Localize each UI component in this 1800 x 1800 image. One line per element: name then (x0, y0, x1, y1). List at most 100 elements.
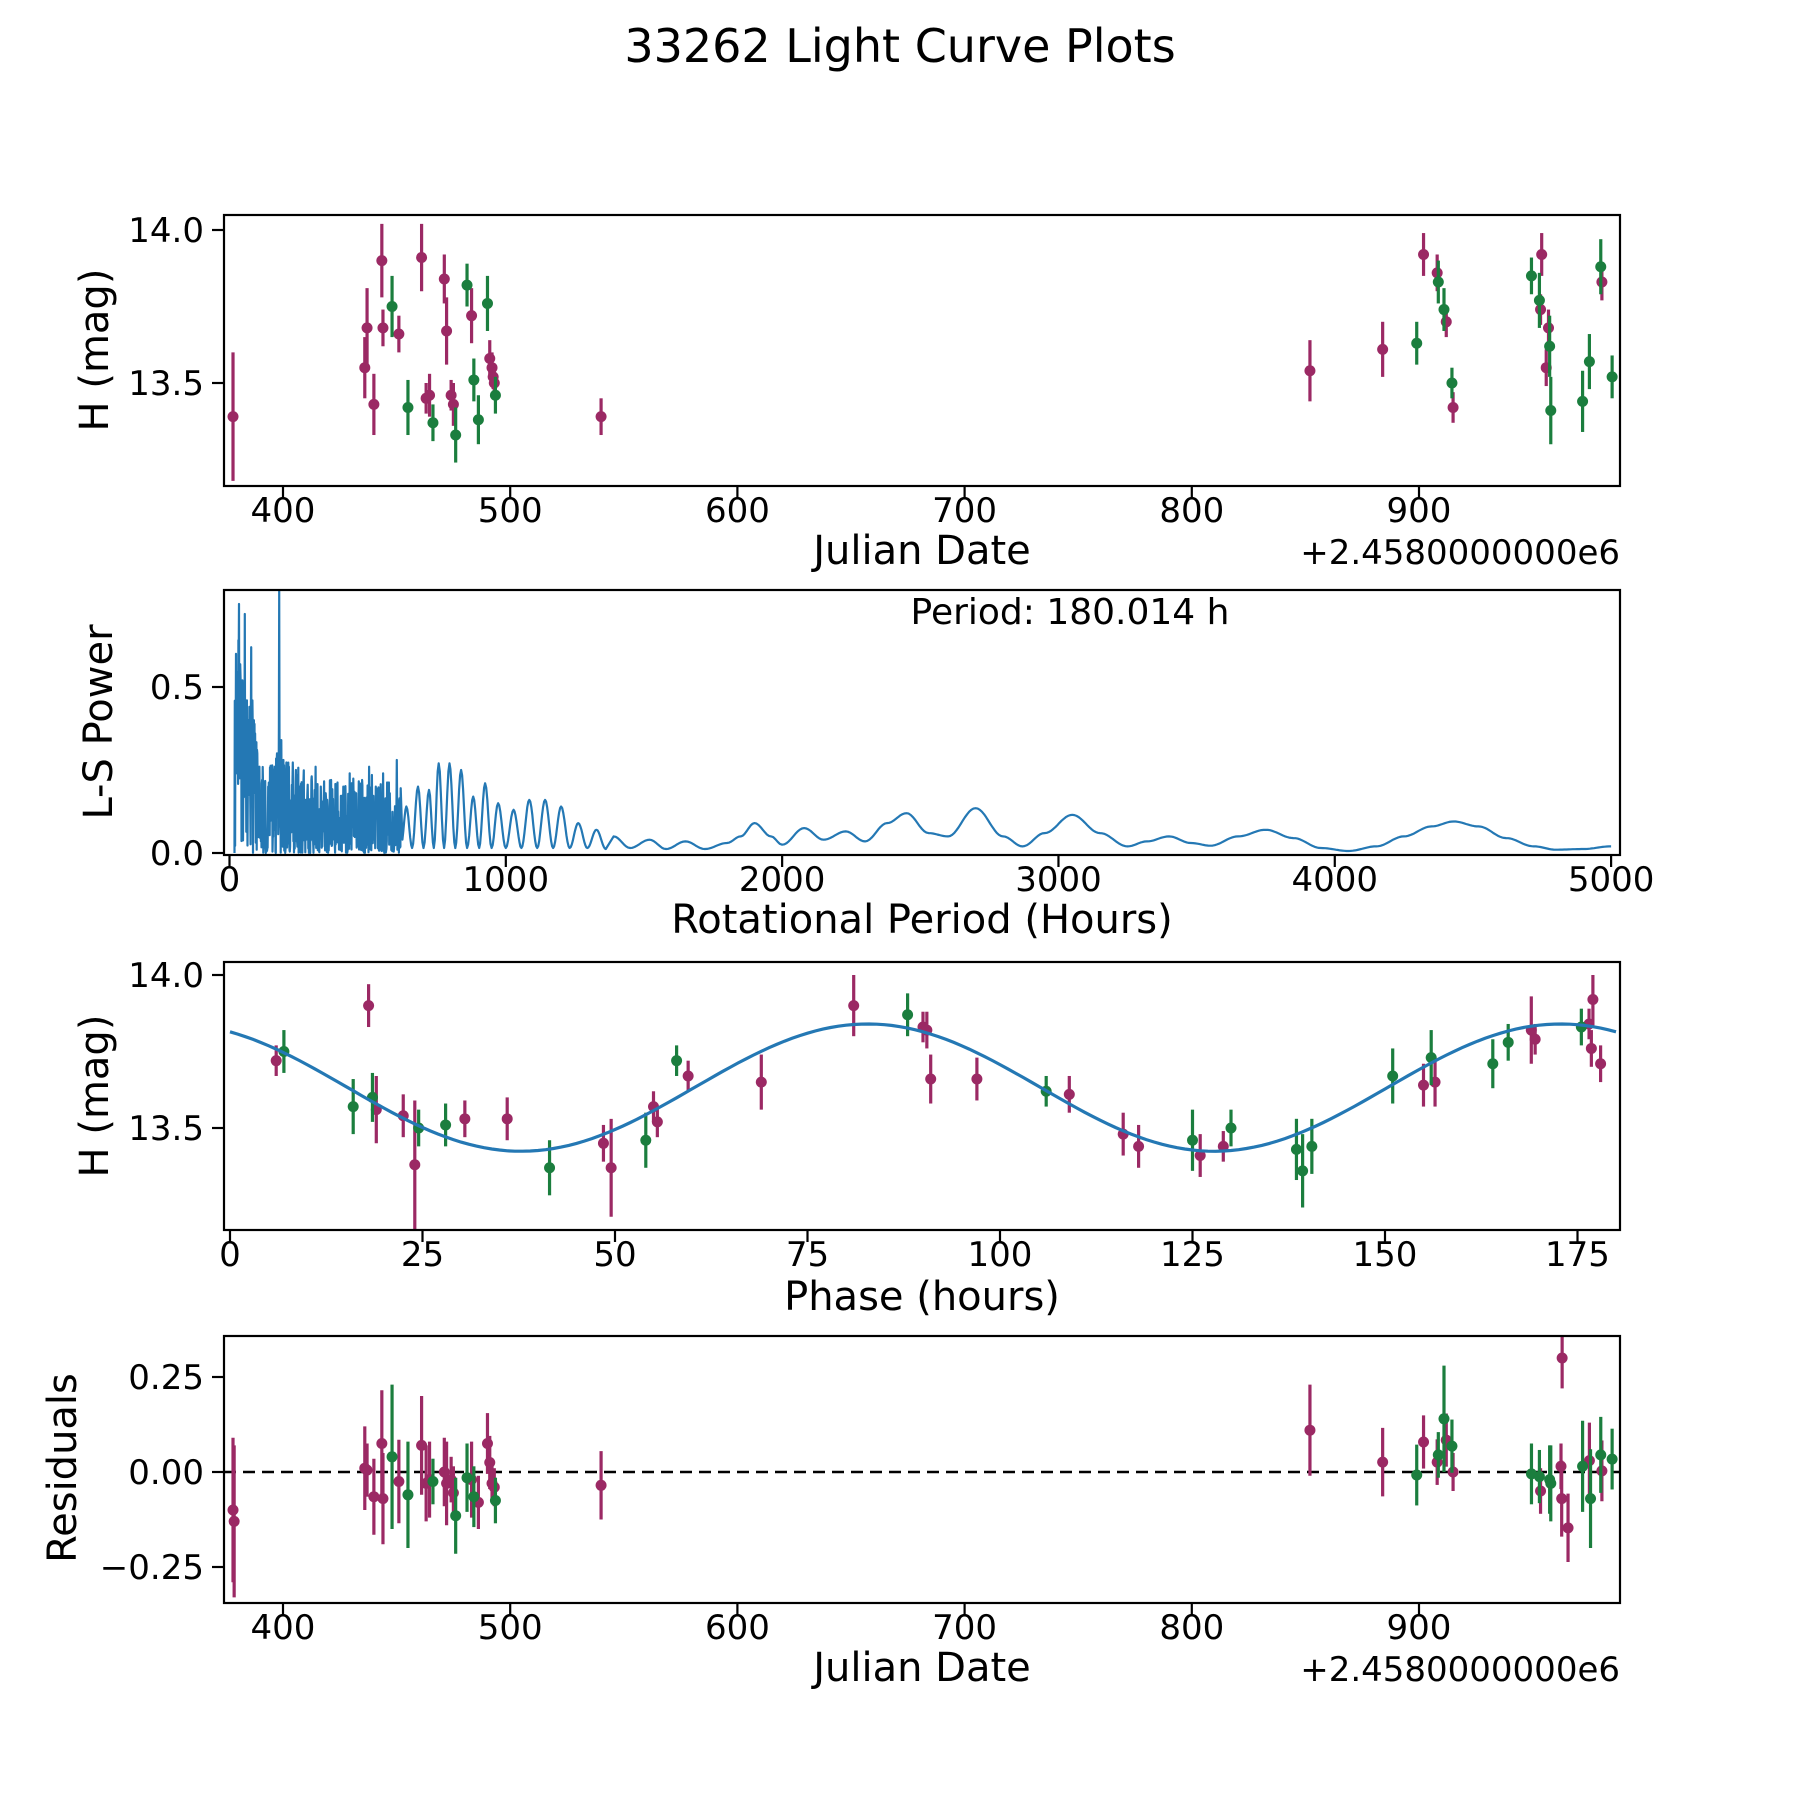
data-point (1529, 1033, 1541, 1045)
data-point (441, 325, 453, 337)
x-tick-label: 400 (251, 491, 316, 531)
jd-light-curve-ticks: 400 500 600 700 800 900 13.5 14.0 (128, 211, 1451, 531)
data-point (1432, 276, 1444, 288)
data-point (1525, 270, 1537, 282)
data-point (450, 429, 462, 441)
jd-plot-x-offset: +2.4580000000e6 (1300, 533, 1620, 573)
x-tick-label: 600 (705, 1608, 770, 1648)
data-point (472, 414, 484, 426)
x-tick-label: 5000 (1568, 860, 1655, 900)
data-point (386, 301, 398, 312)
data-point (368, 398, 380, 410)
data-point (440, 1119, 452, 1131)
axes-frame (222, 960, 1622, 1232)
data-point (1438, 1413, 1450, 1425)
x-tick-label: 3000 (1015, 860, 1102, 900)
data-point (1446, 377, 1458, 389)
magenta-observations (270, 975, 1607, 1229)
data-point (1432, 1449, 1444, 1461)
data-point (1595, 261, 1607, 273)
data-point (450, 1510, 462, 1522)
data-point (595, 411, 607, 423)
data-point (468, 374, 480, 386)
periodogram-ylabel: L-S Power (76, 624, 122, 820)
axes-frame (222, 588, 1622, 857)
x-tick-label: 0 (219, 1235, 241, 1275)
data-point (438, 273, 450, 285)
data-point (1217, 1140, 1229, 1152)
x-tick-label: 50 (593, 1235, 636, 1275)
data-point (1583, 356, 1595, 368)
data-point (1297, 1165, 1309, 1177)
data-point (1556, 1493, 1568, 1505)
x-tick-label: 500 (478, 491, 543, 531)
x-tick-label: 700 (932, 1608, 997, 1648)
data-point (1133, 1140, 1145, 1152)
x-tick-label: 500 (478, 1608, 543, 1648)
data-point (376, 255, 388, 267)
data-point (640, 1134, 652, 1146)
data-point (393, 328, 405, 340)
x-tick-label: 25 (401, 1235, 444, 1275)
jd-light-curve-panel: 400 500 600 700 800 900 13.5 14.0 (128, 211, 1622, 531)
data-point (544, 1162, 556, 1174)
data-point (1606, 1453, 1618, 1465)
data-point (1418, 1079, 1429, 1091)
data-point (393, 1476, 405, 1487)
data-point (368, 1491, 380, 1503)
data-point (1194, 1150, 1206, 1162)
periodogram-curve (233, 590, 1612, 855)
data-point (1502, 1036, 1514, 1048)
x-tick-label: 700 (932, 491, 997, 531)
data-point (501, 1113, 513, 1125)
data-point (1595, 1058, 1607, 1070)
data-point (1577, 395, 1589, 407)
phased-light-curve-ticks: 0 25 50 75 100 125 150 175 13.5 14.0 (128, 956, 1610, 1275)
periodogram-xlabel: Rotational Period (Hours) (671, 897, 1172, 943)
y-tick-label: 14.0 (128, 211, 204, 251)
jd-plot-xlabel: Julian Date (810, 528, 1031, 574)
data-point (1533, 294, 1545, 306)
data-point (1438, 304, 1450, 316)
data-point (270, 1055, 282, 1067)
y-tick-label: 14.0 (128, 956, 204, 996)
data-point (466, 310, 478, 322)
residuals-ticks: 400 500 600 700 800 900 −0.25 0.00 0.25 (100, 1358, 1452, 1648)
x-tick-label: 75 (786, 1235, 829, 1275)
data-point (1595, 1449, 1607, 1461)
data-point (1536, 248, 1548, 260)
data-point (461, 1472, 473, 1484)
jd-light-curve-data (227, 223, 1618, 481)
residuals-x-offset: +2.4580000000e6 (1300, 1650, 1620, 1690)
y-tick-label: 0.25 (128, 1358, 204, 1398)
data-point (595, 1479, 607, 1491)
data-point (1377, 343, 1389, 355)
data-point (228, 1515, 240, 1527)
x-tick-label: 800 (1159, 491, 1224, 531)
x-tick-label: 2000 (739, 860, 826, 900)
data-point (1447, 401, 1459, 413)
x-tick-label: 900 (1387, 491, 1452, 531)
y-tick-label: −0.25 (100, 1548, 204, 1588)
data-point (427, 1476, 439, 1487)
data-point (377, 1493, 389, 1505)
x-tick-label: 1000 (463, 860, 550, 900)
data-point (671, 1055, 683, 1067)
data-point (1556, 1352, 1568, 1364)
magenta-observations (227, 223, 1608, 481)
data-point (1606, 371, 1618, 383)
data-point (1585, 1042, 1597, 1054)
data-point (1545, 1477, 1557, 1489)
data-point (1225, 1122, 1237, 1134)
data-point (361, 1464, 373, 1476)
data-point (1411, 337, 1423, 349)
data-point (363, 1000, 375, 1012)
lomb-scargle-periodogram-data (233, 590, 1612, 855)
data-point (1187, 1134, 1198, 1146)
data-point (447, 398, 459, 410)
best-period-annotation: Period: 180.014 h (911, 592, 1230, 633)
data-point (1304, 1424, 1316, 1436)
phase-plot-ylabel: H (mag) (72, 1015, 118, 1178)
data-point (651, 1116, 663, 1128)
lomb-scargle-periodogram-ticks: 0 1000 2000 3000 4000 5000 0.0 0.5 (150, 668, 1654, 900)
